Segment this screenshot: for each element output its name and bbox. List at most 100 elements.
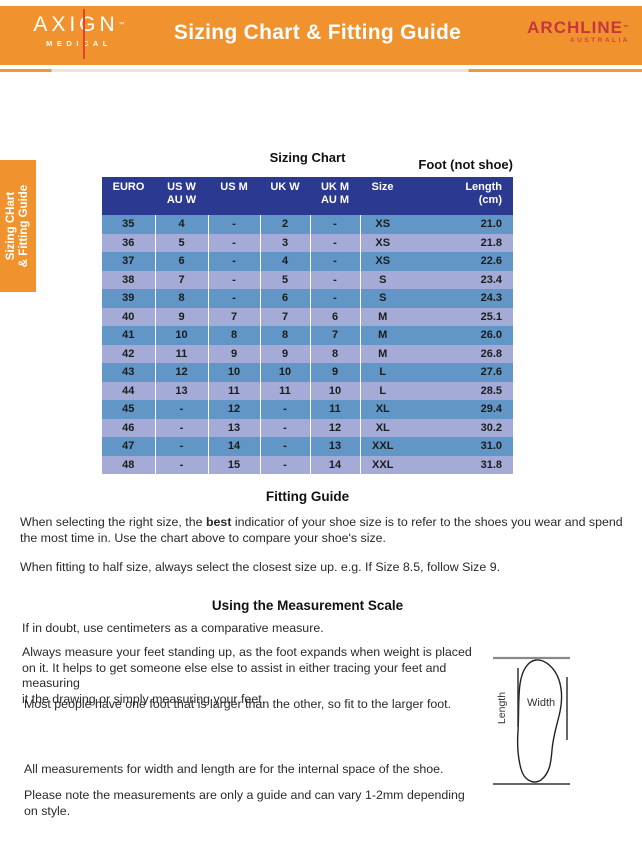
table-cell: 27.6	[405, 363, 513, 382]
table-cell: 4	[260, 252, 311, 271]
length-label: Length	[496, 692, 508, 724]
table-row: 43 12 10 10 9 L 27.6	[102, 363, 513, 382]
sizing-chart-title: Sizing Chart	[269, 150, 346, 165]
table-cell: 9	[155, 307, 209, 326]
table-cell: 13	[208, 418, 261, 437]
p1-bold-word: best	[205, 515, 232, 529]
table-cell: -	[260, 418, 311, 437]
table-cell: 4	[155, 215, 209, 234]
col-usm: US M	[208, 177, 260, 215]
table-cell: -	[208, 215, 261, 234]
table-row: 47-14-13 XXL 31.0	[102, 437, 513, 456]
table-cell: -	[310, 289, 361, 308]
table-cell: 45	[102, 400, 156, 419]
table-cell: 39	[102, 289, 156, 308]
table-row: 36 5-3- XS 21.8	[102, 233, 513, 252]
table-cell: 28.5	[405, 381, 513, 400]
table-cell: -	[208, 289, 261, 308]
table-cell: -	[260, 437, 311, 456]
table-cell: 38	[102, 270, 156, 289]
archline-logo: ARCHLINE™ AUSTRALIA	[527, 19, 630, 45]
table-row: 38 7-5- S 23.4	[102, 270, 513, 289]
table-cell: 31.8	[405, 455, 513, 474]
foot-outline	[516, 659, 563, 783]
col-ukm: UK M AU M	[310, 177, 360, 215]
foot-not-shoe-note: Foot (not shoe)	[418, 157, 513, 172]
archline-wordmark: ARCHLINE™	[527, 19, 630, 37]
table-cell: 25.1	[405, 307, 513, 326]
table-cell: 9	[310, 363, 361, 382]
table-cell: XS	[360, 252, 405, 271]
fitting-guide-paragraph-2: When fitting to half size, always select…	[20, 560, 501, 574]
table-cell: 5	[260, 270, 311, 289]
table-cell: -	[155, 437, 209, 456]
table-cell: 29.4	[405, 400, 513, 419]
fitting-guide-paragraph-1: When selecting the right size, the best …	[20, 515, 634, 546]
table-cell: 12	[155, 363, 209, 382]
measurement-paragraph-2: Always measure your feet standing up, as…	[22, 645, 472, 706]
col-euro: EURO	[102, 177, 155, 215]
table-cell: -	[260, 455, 311, 474]
table-cell: M	[360, 344, 405, 363]
table-cell: 11	[155, 344, 209, 363]
table-cell: -	[310, 215, 361, 234]
col-size: Size	[360, 177, 405, 215]
table-cell: XXL	[360, 455, 405, 474]
table-cell: 47	[102, 437, 156, 456]
table-cell: L	[360, 363, 405, 382]
table-cell: 36	[102, 233, 156, 252]
axign-sublabel: MEDICAL	[46, 39, 112, 48]
side-tab-line2: & Fitting Guide	[18, 184, 30, 268]
table-cell: 40	[102, 307, 156, 326]
table-cell: XL	[360, 400, 405, 419]
table-cell: -	[260, 400, 311, 419]
sizing-table-body: 35 4-2- XS 21.0 36 5-3- XS 21.8 37 6-4- XS 22.6 38 7-…	[102, 215, 513, 474]
table-cell: 6	[260, 289, 311, 308]
table-cell: 37	[102, 252, 156, 271]
table-cell: 48	[102, 455, 156, 474]
table-cell: 9	[260, 344, 311, 363]
table-row: 35 4-2- XS 21.0	[102, 215, 513, 234]
table-cell: XXL	[360, 437, 405, 456]
table-cell: 11	[310, 400, 361, 419]
table-cell: M	[360, 307, 405, 326]
table-cell: 13	[310, 437, 361, 456]
table-cell: 12	[208, 400, 261, 419]
fitting-guide-heading: Fitting Guide	[265, 489, 350, 504]
table-cell: 26.0	[405, 326, 513, 345]
table-cell: 43	[102, 363, 156, 382]
axign-tm: ™	[118, 22, 125, 28]
width-label: Width	[527, 697, 555, 709]
archline-sublabel: AUSTRALIA	[569, 37, 630, 44]
table-cell: 8	[208, 326, 261, 345]
table-cell: 14	[310, 455, 361, 474]
table-cell: 26.8	[405, 344, 513, 363]
table-cell: 21.0	[405, 215, 513, 234]
table-cell: 8	[260, 326, 311, 345]
table-cell: XS	[360, 233, 405, 252]
table-row: 45-12-11 XL 29.4	[102, 400, 513, 419]
table-row: 44 13 11 11 10 L 28.5	[102, 381, 513, 400]
table-cell: -	[310, 233, 361, 252]
table-cell: 11	[208, 381, 261, 400]
col-ukw: UK W	[260, 177, 310, 215]
table-cell: S	[360, 270, 405, 289]
table-cell: 5	[155, 233, 209, 252]
foot-measurement-diagram: Length Width	[493, 656, 570, 785]
table-cell: 22.6	[405, 252, 513, 271]
table-cell: 10	[260, 363, 311, 382]
table-cell: -	[310, 270, 361, 289]
table-cell: S	[360, 289, 405, 308]
axign-red-line	[83, 9, 85, 59]
col-usw: US W AU W	[155, 177, 208, 215]
table-row: 46-13-12 XL 30.2	[102, 418, 513, 437]
table-cell: 6	[155, 252, 209, 271]
archline-name: ARCHLINE	[527, 18, 623, 37]
measurement-paragraph-3: Most people have one foot that is larger…	[24, 697, 452, 711]
table-cell: 23.4	[405, 270, 513, 289]
table-cell: -	[155, 455, 209, 474]
table-cell: -	[155, 418, 209, 437]
table-cell: 10	[208, 363, 261, 382]
table-cell: 30.2	[405, 418, 513, 437]
